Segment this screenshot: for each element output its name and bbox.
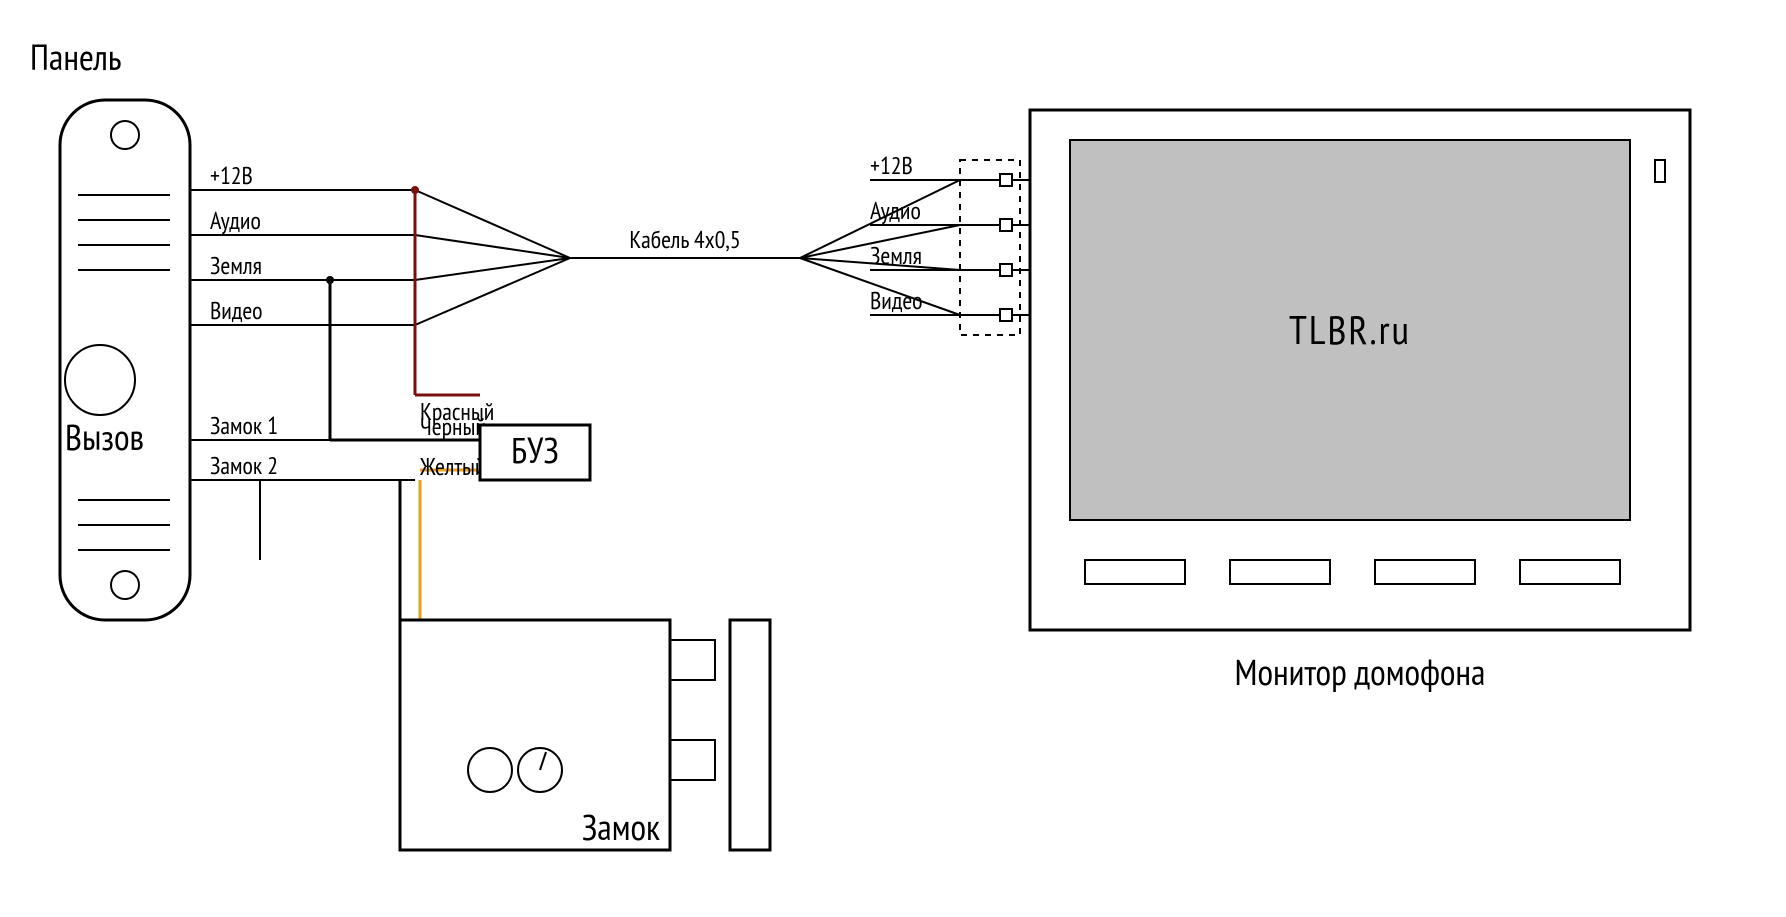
lock-keyhole-1 bbox=[468, 748, 512, 792]
lock-bolt-2 bbox=[670, 740, 715, 780]
panel-wire-label-video: Видео bbox=[210, 295, 262, 326]
yellow-wire-label: Желтый bbox=[419, 451, 485, 482]
black-wire-label: Черный bbox=[420, 411, 486, 442]
monitor-button-2 bbox=[1375, 560, 1475, 584]
terminal-block bbox=[960, 160, 1030, 335]
buz-label: БУЗ bbox=[511, 426, 559, 473]
screen-text: TLBR.ru bbox=[1289, 304, 1411, 356]
monitor-led bbox=[1655, 160, 1665, 182]
terminal-2 bbox=[1000, 264, 1012, 276]
lock-key-tick bbox=[540, 752, 546, 770]
lock-label: Замок bbox=[582, 803, 660, 850]
monitor-device: TLBR.ru Монитор домофона bbox=[1030, 110, 1690, 695]
panel-screw-bottom bbox=[111, 571, 139, 599]
monitor-button-1 bbox=[1230, 560, 1330, 584]
red-wire-dot bbox=[411, 186, 419, 194]
wiring-diagram: Панель Вызов +12В Аудио Земля Видео Замок 1 Зам… bbox=[0, 0, 1786, 917]
panel-wire-label-plus12v: +12В bbox=[210, 160, 253, 191]
panel-wire-label-audio: Аудио bbox=[210, 205, 261, 236]
monitor-title: Монитор домофона bbox=[1235, 648, 1486, 695]
lock-device: Замок bbox=[400, 620, 770, 850]
fan-audio bbox=[415, 235, 570, 258]
panel-wire-label-lock1: Замок 1 bbox=[210, 410, 278, 441]
cable-label: Кабель 4х0,5 bbox=[629, 224, 740, 255]
buz-device: БУЗ bbox=[480, 425, 590, 480]
lock-strike-plate bbox=[730, 620, 770, 850]
monitor-button-0 bbox=[1085, 560, 1185, 584]
panel-device: Панель Вызов bbox=[30, 33, 190, 620]
monitor-wire-label-ground: Земля bbox=[870, 240, 922, 271]
lock-bolt-1 bbox=[670, 640, 715, 680]
monitor-wire-label-video: Видео bbox=[870, 285, 922, 316]
panel-camera bbox=[65, 345, 135, 415]
call-label: Вызов bbox=[65, 413, 144, 460]
black-wire-dot bbox=[326, 276, 334, 284]
terminal-1 bbox=[1000, 219, 1012, 231]
terminal-3 bbox=[1000, 309, 1012, 321]
monitor-wire-label-plus12v: +12В bbox=[870, 150, 913, 181]
fan-plus12v bbox=[415, 190, 570, 258]
terminal-0 bbox=[1000, 174, 1012, 186]
panel-title: Панель bbox=[30, 33, 121, 80]
panel-body bbox=[60, 100, 190, 620]
panel-wire-label-ground: Земля bbox=[210, 250, 262, 281]
monitor-wire-label-audio: Аудио bbox=[870, 195, 921, 226]
panel-screw-top bbox=[111, 121, 139, 149]
panel-wire-label-lock2: Замок 2 bbox=[210, 450, 278, 481]
monitor-button-3 bbox=[1520, 560, 1620, 584]
